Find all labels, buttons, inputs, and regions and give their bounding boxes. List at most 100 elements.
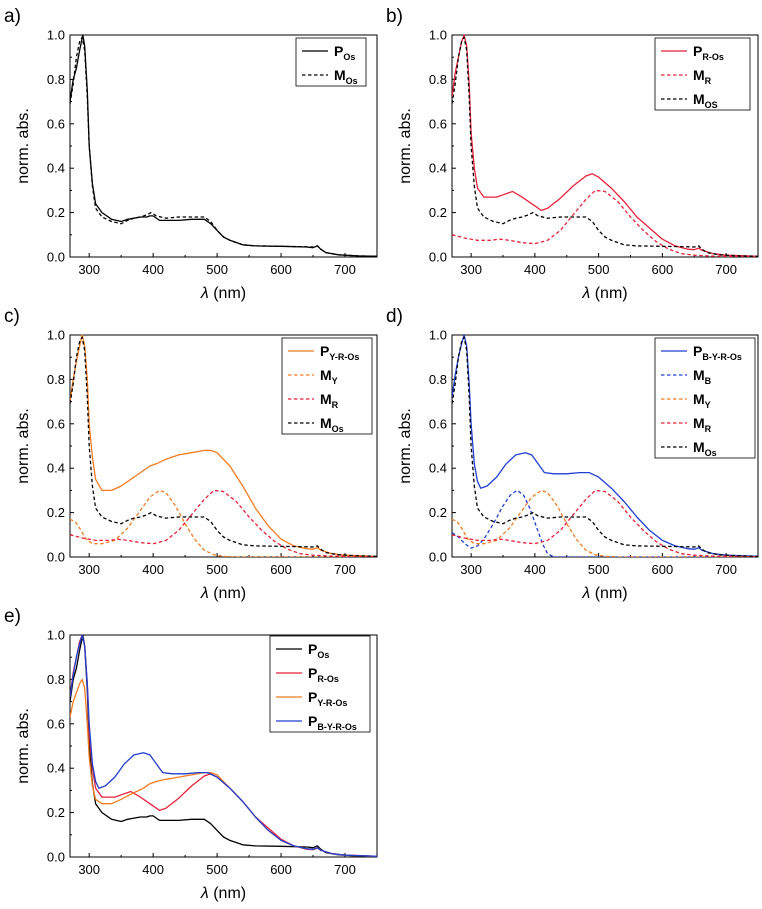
legend-entry-main: M bbox=[320, 391, 332, 407]
legend-entry: PR-Os bbox=[308, 665, 339, 684]
series-line bbox=[70, 489, 377, 557]
y-tick-label: 0.8 bbox=[429, 72, 447, 87]
series-line bbox=[70, 489, 377, 557]
legend-entry: PR-Os bbox=[693, 43, 724, 62]
legend-entry-subscript: Y bbox=[332, 376, 338, 386]
legend-entry-subscript: Os bbox=[317, 650, 329, 660]
y-tick-label: 0.0 bbox=[429, 250, 447, 265]
x-axis-label: λ (nm) bbox=[581, 285, 627, 302]
legend-entry-main: M bbox=[693, 391, 705, 407]
x-tick-label: 300 bbox=[78, 562, 100, 577]
y-tick-label: 0.8 bbox=[47, 672, 65, 687]
legend-entry-main: P bbox=[308, 641, 317, 657]
x-tick-label: 300 bbox=[78, 862, 100, 877]
x-tick-label: 700 bbox=[334, 862, 356, 877]
y-axis-label: norm. abs. bbox=[15, 408, 32, 484]
series-line bbox=[70, 36, 377, 257]
legend-entry-subscript: OS bbox=[705, 100, 718, 110]
x-tick-label: 700 bbox=[334, 562, 356, 577]
x-axis-symbol: λ bbox=[200, 885, 209, 902]
x-axis-symbol: λ bbox=[581, 285, 590, 302]
x-tick-label: 700 bbox=[715, 262, 737, 277]
x-tick-label: 500 bbox=[588, 262, 610, 277]
legend-entry: MOs bbox=[334, 67, 358, 86]
legend-entry: MB bbox=[693, 367, 712, 386]
y-tick-label: 0.2 bbox=[429, 505, 447, 520]
legend-entry-main: P bbox=[308, 689, 317, 705]
legend-entry: POs bbox=[334, 43, 355, 62]
y-tick-label: 0.0 bbox=[429, 550, 447, 565]
chart-panel: a) 0.0 0.2 0.4 0.6 0.8 1.0 300 400 500 600 700 λ (nm… bbox=[4, 6, 378, 302]
y-tick-label: 0.8 bbox=[47, 372, 65, 387]
x-axis-unit: (nm) bbox=[209, 585, 246, 602]
y-tick-label: 0.2 bbox=[429, 205, 447, 220]
legend-entry-subscript: Os bbox=[343, 52, 355, 62]
legend-entry-main: M bbox=[334, 67, 346, 83]
legend-entry-main: P bbox=[308, 713, 317, 729]
y-tick-label: 0.6 bbox=[429, 416, 447, 431]
y-tick-label: 0.4 bbox=[429, 161, 447, 176]
legend-entry-subscript: Y bbox=[705, 400, 711, 410]
x-tick-label: 400 bbox=[524, 562, 546, 577]
x-tick-label: 400 bbox=[142, 262, 164, 277]
legend-entry-subscript: Y-R-Os bbox=[329, 352, 359, 362]
x-tick-label: 300 bbox=[460, 262, 482, 277]
y-tick-label: 1.0 bbox=[429, 28, 447, 43]
legend-entry-main: P bbox=[334, 43, 343, 59]
legend-entry-main: M bbox=[693, 439, 705, 455]
x-tick-label: 500 bbox=[206, 862, 228, 877]
legend-entry-main: M bbox=[693, 367, 705, 383]
chart-panel: b) 0.0 0.2 0.4 0.6 0.8 1.0 300 400 500 600 700 λ (nm… bbox=[386, 6, 759, 302]
legend-entry: MY bbox=[693, 391, 711, 410]
x-tick-label: 600 bbox=[652, 562, 674, 577]
y-tick-label: 0.4 bbox=[47, 161, 65, 176]
y-tick-label: 0.6 bbox=[47, 416, 65, 431]
y-tick-label: 0.4 bbox=[47, 461, 65, 476]
legend-entry: MR bbox=[320, 391, 339, 410]
legend-entry-subscript: Y-R-Os bbox=[317, 698, 347, 708]
legend-entry-main: P bbox=[693, 43, 702, 59]
x-axis-unit: (nm) bbox=[209, 285, 246, 302]
y-tick-label: 0.4 bbox=[429, 461, 447, 476]
y-tick-label: 0.8 bbox=[47, 72, 65, 87]
legend-entry-subscript: R bbox=[332, 400, 339, 410]
y-tick-label: 0.8 bbox=[429, 372, 447, 387]
legend-entry: MOs bbox=[320, 415, 344, 434]
x-axis-unit: (nm) bbox=[209, 885, 246, 902]
legend-entry-main: P bbox=[308, 665, 317, 681]
legend-box bbox=[654, 337, 756, 459]
legend-entry-subscript: R-Os bbox=[317, 674, 339, 684]
y-tick-label: 0.6 bbox=[429, 116, 447, 131]
series-line bbox=[452, 489, 758, 557]
panel-label: d) bbox=[386, 306, 403, 327]
x-tick-label: 300 bbox=[460, 562, 482, 577]
x-tick-label: 400 bbox=[142, 562, 164, 577]
legend-entry-subscript: Os bbox=[705, 448, 717, 458]
panel-label: b) bbox=[386, 6, 403, 27]
panel-label: c) bbox=[4, 306, 20, 327]
series-line bbox=[452, 336, 758, 557]
series-line bbox=[452, 334, 758, 557]
series-line bbox=[452, 489, 758, 557]
legend-box bbox=[654, 37, 751, 111]
x-tick-label: 700 bbox=[334, 262, 356, 277]
x-axis-symbol: λ bbox=[581, 585, 590, 602]
series-line bbox=[70, 336, 377, 557]
x-tick-label: 300 bbox=[78, 262, 100, 277]
legend-entry-main: M bbox=[693, 415, 705, 431]
legend-entry-main: M bbox=[693, 91, 705, 107]
x-tick-label: 400 bbox=[524, 262, 546, 277]
x-tick-label: 400 bbox=[142, 862, 164, 877]
legend-box bbox=[295, 37, 367, 87]
x-axis-symbol: λ bbox=[200, 285, 209, 302]
legend-entry-main: P bbox=[320, 343, 329, 359]
x-axis-label: λ (nm) bbox=[200, 585, 246, 602]
x-tick-label: 600 bbox=[270, 862, 292, 877]
legend-entry: POs bbox=[308, 641, 329, 660]
legend-entry-subscript: Os bbox=[332, 424, 344, 434]
x-tick-label: 500 bbox=[206, 562, 228, 577]
series-line bbox=[452, 36, 758, 257]
